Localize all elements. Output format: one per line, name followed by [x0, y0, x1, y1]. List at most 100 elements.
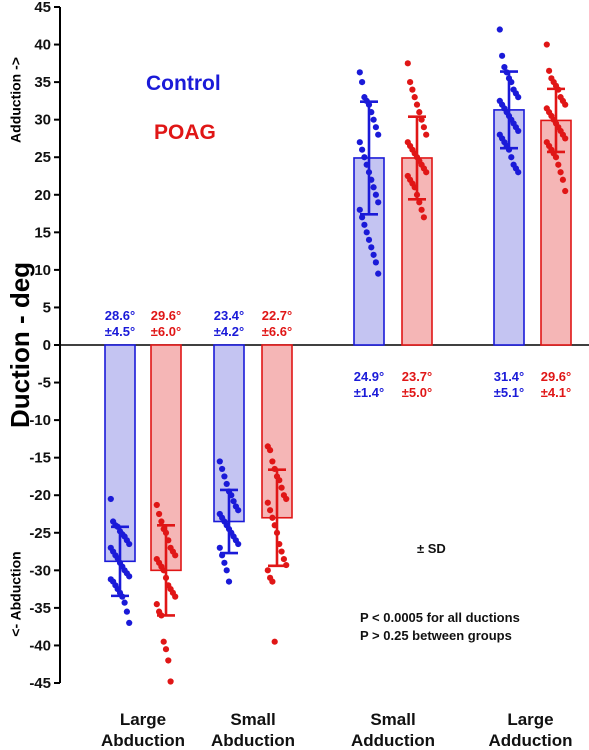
control-data-point [375, 199, 382, 206]
control-data-point [361, 221, 368, 228]
control-mean-label: 23.4° [214, 308, 245, 323]
control-sd-label: ±5.1° [494, 385, 524, 400]
control-data-point [107, 495, 114, 503]
control-data-point [230, 498, 237, 505]
control-bar [493, 109, 525, 346]
poag-data-point [543, 41, 550, 48]
y-axis-label: Duction - deg [5, 262, 35, 428]
poag-data-point [416, 109, 423, 116]
poag-sd-label: ±5.0° [402, 385, 432, 400]
poag-sd-label: ±4.1° [541, 385, 571, 400]
p-value-all-ductions: P < 0.0005 for all ductions [360, 610, 520, 625]
poag-data-point [546, 67, 553, 74]
control-data-point [368, 244, 375, 251]
control-data-point [372, 259, 379, 266]
poag-data-point [411, 94, 418, 101]
poag-data-point [267, 507, 274, 514]
poag-data-point [264, 567, 271, 574]
control-data-point [365, 236, 373, 243]
control-sd-label: ±4.2° [214, 324, 244, 339]
control-sd-label: ±1.4° [354, 385, 384, 400]
control-mean-label: 28.6° [105, 308, 136, 323]
poag-data-point [165, 657, 172, 664]
category-label-line1: Large [120, 710, 166, 729]
y-tick-label: 45 [34, 0, 51, 16]
y-axis-label-bottom: <- Abduction [8, 551, 24, 636]
poag-mean-label: 22.7° [262, 308, 293, 323]
category-label-line1: Large [507, 710, 553, 729]
control-data-point [216, 544, 223, 551]
poag-sd-label: ±6.6° [262, 324, 292, 339]
control-data-point [221, 559, 228, 566]
y-tick-label: -45 [29, 675, 51, 692]
poag-data-point [156, 510, 163, 518]
y-tick-label: 5 [43, 299, 51, 316]
control-data-point [223, 480, 230, 488]
y-tick-label: -20 [29, 487, 51, 504]
y-tick-label: -15 [29, 450, 51, 467]
error-bars-layer [111, 70, 565, 617]
poag-data-point [172, 552, 179, 559]
poag-data-point [418, 206, 425, 213]
legend-control: Control [146, 72, 221, 95]
poag-data-point [562, 187, 569, 195]
poag-data-point [269, 578, 276, 585]
control-data-point [370, 116, 377, 123]
category-label-line1: Small [230, 710, 275, 729]
control-data-point [216, 458, 223, 465]
control-data-point [356, 139, 363, 146]
control-data-point [223, 567, 230, 574]
y-axis [54, 6, 61, 684]
control-mean-label: 24.9° [354, 369, 385, 384]
control-sd-label: ±4.5° [105, 324, 135, 339]
poag-data-point [280, 555, 287, 563]
control-data-point [126, 540, 133, 548]
poag-data-point [555, 161, 562, 168]
poag-data-point [559, 176, 567, 183]
poag-data-point [407, 79, 414, 86]
poag-data-point [269, 458, 276, 465]
poag-sd-label: ±6.0° [151, 324, 181, 339]
control-data-point [356, 69, 363, 76]
control-data-point [361, 154, 368, 161]
control-data-point [515, 169, 522, 176]
poag-data-point [172, 593, 179, 600]
poag-data-point [423, 169, 430, 176]
category-label-line1: Small [370, 710, 415, 729]
y-tick-label: -25 [29, 525, 51, 542]
control-data-point [356, 206, 363, 213]
poag-mean-label: 29.6° [541, 369, 572, 384]
p-value-between-groups: P > 0.25 between groups [360, 628, 512, 643]
sd-annotation: ± SD [417, 541, 446, 556]
control-data-point [372, 124, 379, 131]
points-layer [107, 26, 569, 685]
y-tick-label: -5 [38, 375, 51, 392]
control-data-point [225, 578, 233, 585]
control-data-point [508, 154, 515, 161]
control-data-point [359, 146, 366, 153]
control-data-point [375, 270, 382, 277]
y-tick-label: 35 [34, 74, 51, 91]
poag-data-point [416, 199, 423, 206]
bars-layer [104, 109, 572, 572]
y-axis-label-top: Adduction -> [8, 57, 24, 143]
control-data-point [370, 251, 377, 258]
y-tick-labels: 45 40 35 30 25 20 15 10 5 0 -5 -10 -15 -20 -25 -30 -35 -4… [29, 0, 51, 692]
poag-data-point [420, 214, 427, 221]
control-data-point [235, 540, 242, 548]
control-data-point [235, 507, 242, 514]
control-data-point [515, 94, 522, 101]
control-data-point [123, 608, 130, 615]
control-data-point [126, 619, 133, 627]
y-tick-label: 10 [34, 262, 51, 279]
y-tick-label: 15 [34, 224, 51, 241]
poag-data-point [423, 131, 430, 138]
legend-poag: POAG [154, 121, 216, 144]
poag-data-point [267, 447, 274, 454]
control-data-point [372, 191, 379, 198]
poag-data-point [278, 484, 285, 491]
control-data-point [121, 599, 128, 606]
poag-data-point [153, 601, 160, 608]
control-data-point [219, 465, 226, 473]
